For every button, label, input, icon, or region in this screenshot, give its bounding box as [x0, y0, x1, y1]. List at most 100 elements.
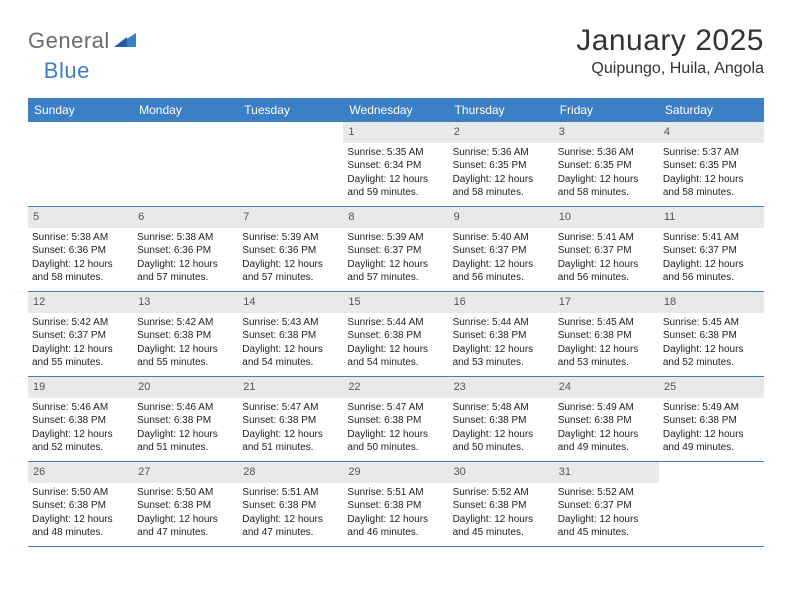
day-number: 7 [238, 207, 343, 228]
day-cell: 31Sunrise: 5:52 AMSunset: 6:37 PMDayligh… [554, 462, 659, 546]
day-number: 2 [449, 122, 554, 143]
day-cell: 4Sunrise: 5:37 AMSunset: 6:35 PMDaylight… [659, 122, 764, 206]
daylight-text: Daylight: 12 hours and 54 minutes. [242, 343, 339, 370]
day-cell: 21 Sunrise: 5:47 AMSunset: 6:38 PMDayligh… [238, 377, 343, 461]
day-cell: 18Sunrise: 5:45 AMSunset: 6:38 PMDayligh… [659, 292, 764, 376]
day-cell: 30Sunrise: 5:52 AMSunset: 6:38 PMDayligh… [449, 462, 554, 546]
day-cell: 17Sunrise: 5:45 AMSunset: 6:38 PMDayligh… [554, 292, 659, 376]
daylight-text: Daylight: 12 hours and 57 minutes. [137, 258, 234, 285]
sunset-text: Sunset: 6:36 PM [137, 244, 234, 258]
sunrise-text: Sunrise: 5:50 AM [137, 486, 234, 500]
sunset-text: Sunset: 6:38 PM [242, 329, 339, 343]
calendar-page: General January 2025 Quipungo, Huila, An… [0, 0, 792, 567]
day-cell: 5Sunrise: 5:38 AMSunset: 6:36 PMDaylight… [28, 207, 133, 291]
daylight-text: Daylight: 12 hours and 58 minutes. [453, 173, 550, 200]
day-number: 6 [133, 207, 238, 228]
sunset-text: Sunset: 6:38 PM [242, 499, 339, 513]
day-cell: 7Sunrise: 5:39 AMSunset: 6:36 PMDaylight… [238, 207, 343, 291]
day-cell: . [238, 122, 343, 206]
daylight-text: Daylight: 12 hours and 47 minutes. [242, 513, 339, 540]
day-cell: 8 Sunrise: 5:39 AMSunset: 6:37 PMDaylight… [343, 207, 448, 291]
daylight-text: Daylight: 12 hours and 49 minutes. [558, 428, 655, 455]
day-number: 13 [133, 292, 238, 313]
daylight-text: Daylight: 12 hours and 45 minutes. [558, 513, 655, 540]
day-cell: 23Sunrise: 5:48 AMSunset: 6:38 PMDayligh… [449, 377, 554, 461]
day-cell: 29Sunrise: 5:51 AMSunset: 6:38 PMDayligh… [343, 462, 448, 546]
sunset-text: Sunset: 6:37 PM [347, 244, 444, 258]
sunrise-text: Sunrise: 5:40 AM [453, 231, 550, 245]
day-number: 1 [343, 122, 448, 143]
day-number: 30 [449, 462, 554, 483]
sunset-text: Sunset: 6:38 PM [663, 414, 760, 428]
sunrise-text: Sunrise: 5:38 AM [32, 231, 129, 245]
sunrise-text: Sunrise: 5:42 AM [137, 316, 234, 330]
sunrise-text: Sunrise: 5:39 AM [242, 231, 339, 245]
daylight-text: Daylight: 12 hours and 58 minutes. [663, 173, 760, 200]
sunset-text: Sunset: 6:38 PM [137, 414, 234, 428]
day-cell: 10Sunrise: 5:41 AMSunset: 6:37 PMDayligh… [554, 207, 659, 291]
week-row: 19Sunrise: 5:46 AMSunset: 6:38 PMDayligh… [28, 377, 764, 462]
day-cell: . [28, 122, 133, 206]
sunrise-text: Sunrise: 5:35 AM [347, 146, 444, 160]
day-number: 23 [449, 377, 554, 398]
week-row: 5Sunrise: 5:38 AMSunset: 6:36 PMDaylight… [28, 207, 764, 292]
day-cell: 19Sunrise: 5:46 AMSunset: 6:38 PMDayligh… [28, 377, 133, 461]
sunset-text: Sunset: 6:38 PM [558, 414, 655, 428]
day-cell: 15Sunrise: 5:44 AMSunset: 6:38 PMDayligh… [343, 292, 448, 376]
daylight-text: Daylight: 12 hours and 55 minutes. [137, 343, 234, 370]
day-number: 21 [238, 377, 343, 398]
sunrise-text: Sunrise: 5:39 AM [347, 231, 444, 245]
day-number: 25 [659, 377, 764, 398]
sunset-text: Sunset: 6:34 PM [347, 159, 444, 173]
daylight-text: Daylight: 12 hours and 50 minutes. [453, 428, 550, 455]
daylight-text: Daylight: 12 hours and 53 minutes. [558, 343, 655, 370]
day-number: 4 [659, 122, 764, 143]
sunset-text: Sunset: 6:38 PM [347, 329, 444, 343]
sunset-text: Sunset: 6:38 PM [242, 414, 339, 428]
daylight-text: Daylight: 12 hours and 45 minutes. [453, 513, 550, 540]
day-number: 18 [659, 292, 764, 313]
sunrise-text: Sunrise: 5:36 AM [558, 146, 655, 160]
sunrise-text: Sunrise: 5:52 AM [558, 486, 655, 500]
brand-logo: General [28, 28, 138, 54]
calendar-grid: Sunday Monday Tuesday Wednesday Thursday… [28, 98, 764, 547]
sunrise-text: Sunrise: 5:44 AM [453, 316, 550, 330]
sunrise-text: Sunrise: 5:46 AM [137, 401, 234, 415]
day-cell: 27Sunrise: 5:50 AMSunset: 6:38 PMDayligh… [133, 462, 238, 546]
day-number: 28 [238, 462, 343, 483]
day-cell: 28Sunrise: 5:51 AMSunset: 6:38 PMDayligh… [238, 462, 343, 546]
day-number: 19 [28, 377, 133, 398]
day-number: 8 [343, 207, 448, 228]
sunset-text: Sunset: 6:37 PM [32, 329, 129, 343]
daylight-text: Daylight: 12 hours and 57 minutes. [347, 258, 444, 285]
day-number: 27 [133, 462, 238, 483]
daylight-text: Daylight: 12 hours and 56 minutes. [558, 258, 655, 285]
sunset-text: Sunset: 6:38 PM [663, 329, 760, 343]
daylight-text: Daylight: 12 hours and 59 minutes. [347, 173, 444, 200]
day-number: 10 [554, 207, 659, 228]
dow-sunday: Sunday [28, 98, 133, 122]
brand-triangle-icon [114, 31, 136, 52]
brand-part2: Blue [44, 58, 90, 84]
sunset-text: Sunset: 6:38 PM [453, 499, 550, 513]
sunset-text: Sunset: 6:36 PM [32, 244, 129, 258]
sunrise-text: Sunrise: 5:38 AM [137, 231, 234, 245]
daylight-text: Daylight: 12 hours and 51 minutes. [242, 428, 339, 455]
week-row: 12Sunrise: 5:42 AMSunset: 6:37 PMDayligh… [28, 292, 764, 377]
daylight-text: Daylight: 12 hours and 50 minutes. [347, 428, 444, 455]
day-cell: 2Sunrise: 5:36 AMSunset: 6:35 PMDaylight… [449, 122, 554, 206]
sunset-text: Sunset: 6:35 PM [453, 159, 550, 173]
week-row: ...1Sunrise: 5:35 AMSunset: 6:34 PMDayli… [28, 122, 764, 207]
sunrise-text: Sunrise: 5:47 AM [347, 401, 444, 415]
sunset-text: Sunset: 6:37 PM [558, 499, 655, 513]
sunset-text: Sunset: 6:35 PM [558, 159, 655, 173]
daylight-text: Daylight: 12 hours and 58 minutes. [32, 258, 129, 285]
dow-tuesday: Tuesday [238, 98, 343, 122]
day-cell: 14Sunrise: 5:43 AMSunset: 6:38 PMDayligh… [238, 292, 343, 376]
day-cell: 1 Sunrise: 5:35 AMSunset: 6:34 PMDaylight… [343, 122, 448, 206]
sunrise-text: Sunrise: 5:47 AM [242, 401, 339, 415]
day-cell: 25Sunrise: 5:49 AMSunset: 6:38 PMDayligh… [659, 377, 764, 461]
day-number: 17 [554, 292, 659, 313]
day-number: 16 [449, 292, 554, 313]
day-cell: 16Sunrise: 5:44 AMSunset: 6:38 PMDayligh… [449, 292, 554, 376]
